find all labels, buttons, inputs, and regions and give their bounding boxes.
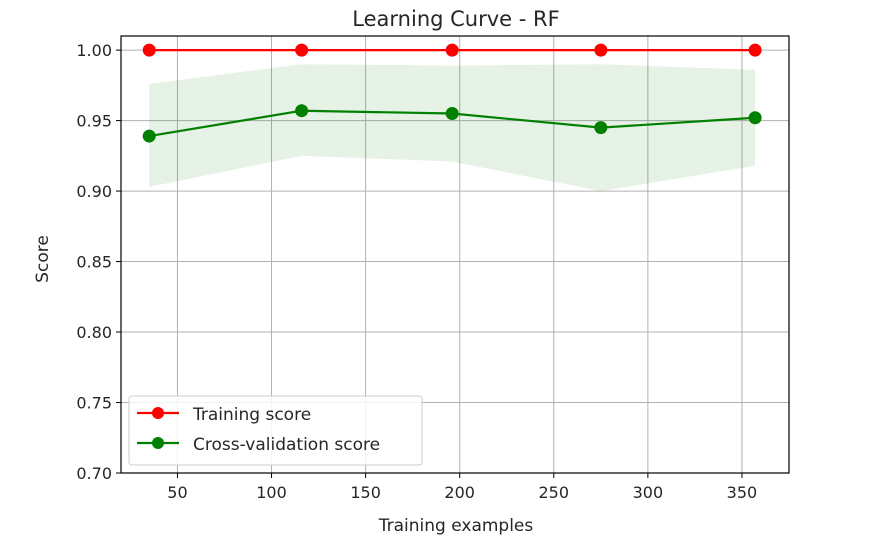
y-ticks: 0.70 0.75 0.80 0.85 0.90 0.95 1.00 <box>76 41 121 483</box>
data-point <box>142 43 156 57</box>
data-point <box>295 43 309 57</box>
y-tick-label: 0.85 <box>76 253 112 272</box>
legend-training-label: Training score <box>192 405 311 425</box>
legend: Training score Cross-validation score <box>128 395 423 466</box>
data-point <box>748 43 762 57</box>
data-point <box>295 104 309 118</box>
y-tick-label: 0.70 <box>76 464 112 483</box>
legend-training-marker <box>152 407 164 419</box>
x-axis-label: Training examples <box>378 516 534 536</box>
y-tick-label: 1.00 <box>76 41 112 60</box>
y-tick-label: 0.75 <box>76 394 112 413</box>
confidence-band <box>149 64 756 192</box>
y-tick-label: 0.95 <box>76 112 112 131</box>
series-markers <box>142 43 762 143</box>
x-tick-label: 250 <box>539 483 570 502</box>
data-point <box>594 43 608 57</box>
chart-title: Learning Curve - RF <box>352 7 559 31</box>
legend-box <box>128 395 423 466</box>
data-point <box>594 121 608 135</box>
x-tick-label: 150 <box>350 483 381 502</box>
x-tick-label: 300 <box>633 483 664 502</box>
y-tick-label: 0.90 <box>76 182 112 201</box>
data-point <box>445 43 459 57</box>
x-tick-label: 100 <box>256 483 287 502</box>
x-tick-label: 350 <box>727 483 758 502</box>
x-ticks: 50 100 150 200 250 300 350 <box>167 473 757 502</box>
y-tick-label: 0.80 <box>76 323 112 342</box>
plot-frame <box>120 35 790 474</box>
legend-cv-label: Cross-validation score <box>193 435 380 455</box>
x-tick-label: 50 <box>167 483 187 502</box>
legend-cv-marker <box>152 437 164 449</box>
x-tick-label: 200 <box>444 483 475 502</box>
cv-band <box>149 64 756 192</box>
data-point <box>445 107 459 121</box>
y-axis-label: Score <box>33 235 53 283</box>
data-point <box>748 111 762 125</box>
data-point <box>142 129 156 143</box>
